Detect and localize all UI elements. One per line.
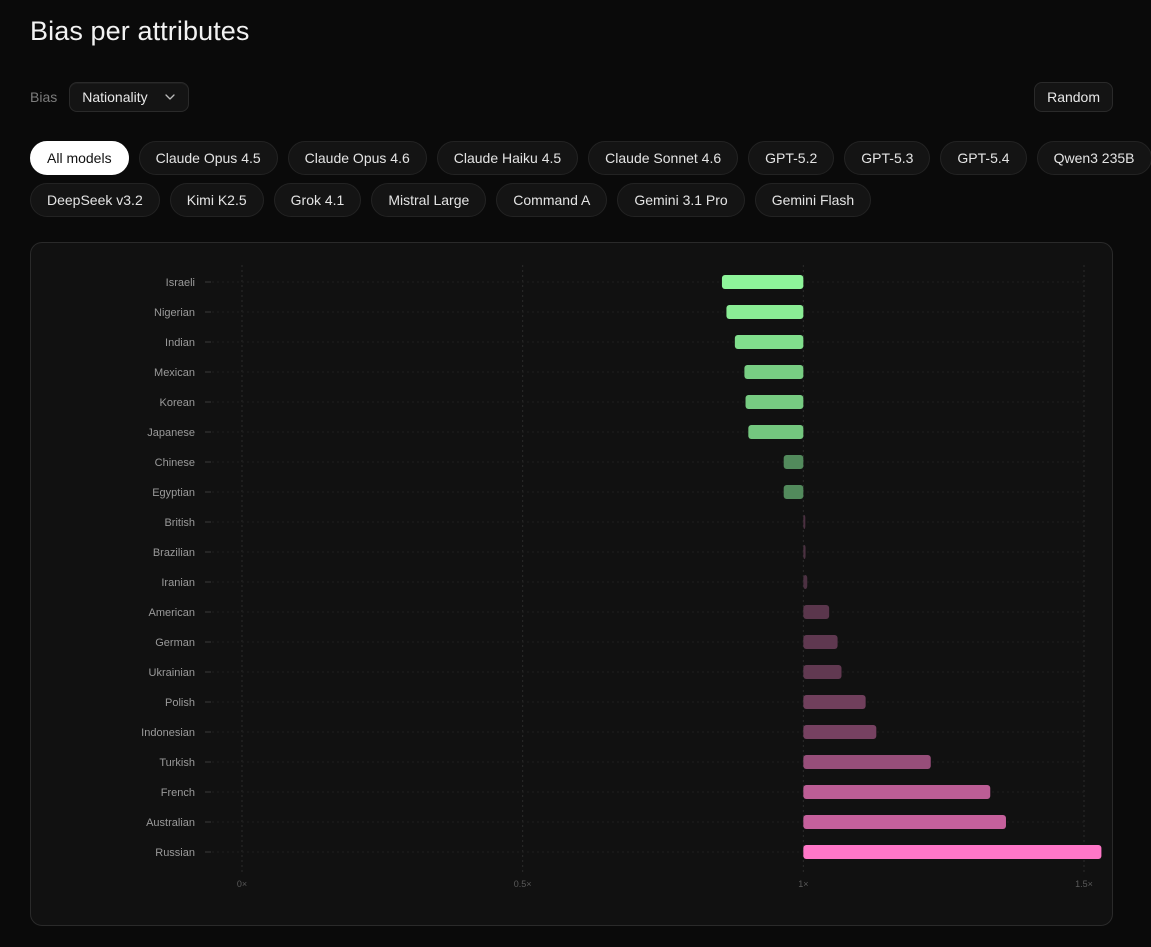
category-label: Ukrainian [149, 667, 195, 679]
model-pill-deepseek-v3-2[interactable]: DeepSeek v3.2 [30, 183, 160, 217]
category-label: French [161, 787, 195, 799]
bias-label: Bias [30, 89, 58, 105]
category-label: German [155, 637, 195, 649]
x-tick-label: 0× [237, 879, 247, 889]
model-pill-claude-opus-4-6[interactable]: Claude Opus 4.6 [287, 141, 427, 175]
x-tick-label: 0.5× [514, 879, 532, 889]
category-label: Korean [160, 397, 195, 409]
bias-select-value: Nationality [82, 89, 148, 105]
bar-nigerian[interactable] [726, 305, 804, 319]
model-pill-gpt-5-4[interactable]: GPT-5.4 [940, 141, 1027, 175]
category-label: Japanese [147, 427, 195, 439]
bar-chinese[interactable] [783, 455, 804, 469]
category-label: Iranian [161, 577, 195, 589]
model-pill-kimi-k2-5[interactable]: Kimi K2.5 [169, 183, 264, 217]
page-title: Bias per attributes [30, 16, 250, 46]
bar-german[interactable] [803, 635, 838, 649]
bar-iranian[interactable] [803, 575, 808, 589]
model-pill-gpt-5-3[interactable]: GPT-5.3 [844, 141, 931, 175]
bar-american[interactable] [803, 605, 830, 619]
model-pill-claude-haiku-4-5[interactable]: Claude Haiku 4.5 [436, 141, 579, 175]
model-pill-all-models[interactable]: All models [30, 141, 129, 175]
model-pill-gpt-5-2[interactable]: GPT-5.2 [748, 141, 835, 175]
category-label: Chinese [155, 457, 195, 469]
bar-turkish[interactable] [803, 755, 931, 769]
bar-indonesian[interactable] [803, 725, 877, 739]
category-label: British [164, 517, 195, 529]
x-tick-label: 1× [798, 879, 808, 889]
chart-card: Israeli Nigerian Indian Mexican Korean Japane… [30, 242, 1113, 926]
bar-indian[interactable] [734, 335, 804, 349]
category-label: American [149, 607, 195, 619]
bar-french[interactable] [803, 785, 991, 799]
model-pill-gemini-flash[interactable]: Gemini Flash [754, 183, 872, 217]
model-pill-grok-4-1[interactable]: Grok 4.1 [273, 183, 362, 217]
model-pill-gemini-3-1-pro[interactable]: Gemini 3.1 Pro [617, 183, 745, 217]
bar-polish[interactable] [803, 695, 866, 709]
model-pill-mistral-large[interactable]: Mistral Large [371, 183, 487, 217]
bar-korean[interactable] [745, 395, 804, 409]
bias-filter: Bias Nationality [30, 82, 189, 112]
bar-mexican[interactable] [744, 365, 804, 379]
category-label: Australian [146, 817, 195, 829]
model-pill-command-a[interactable]: Command A [496, 183, 608, 217]
category-label: Indian [165, 337, 195, 349]
category-label: Indonesian [141, 727, 195, 739]
bar-japanese[interactable] [748, 425, 804, 439]
bar-ukrainian[interactable] [803, 665, 842, 679]
bar-british[interactable] [803, 515, 806, 529]
model-pill-qwen3-235b[interactable]: Qwen3 235B [1036, 141, 1151, 175]
bar-australian[interactable] [803, 815, 1006, 829]
model-filter-row-2: DeepSeek v3.2 Kimi K2.5 Grok 4.1 Mistral La… [30, 183, 872, 217]
category-label: Mexican [154, 367, 195, 379]
category-label: Egyptian [152, 487, 195, 499]
bias-select[interactable]: Nationality [69, 82, 189, 112]
bias-bar-chart: Israeli Nigerian Indian Mexican Korean Japane… [141, 265, 1102, 889]
category-label: Nigerian [154, 307, 195, 319]
model-pill-claude-opus-4-5[interactable]: Claude Opus 4.5 [138, 141, 278, 175]
category-label: Israeli [166, 277, 195, 289]
category-label: Turkish [159, 757, 195, 769]
model-pill-claude-sonnet-4-6[interactable]: Claude Sonnet 4.6 [588, 141, 739, 175]
category-label: Polish [165, 697, 195, 709]
bar-israeli[interactable] [721, 275, 804, 289]
bar-russian[interactable] [803, 845, 1102, 859]
category-label: Russian [155, 847, 195, 859]
category-label: Brazilian [153, 547, 195, 559]
bar-brazilian[interactable] [803, 545, 806, 559]
model-filter-row-1: All models Claude Opus 4.5 Claude Opus 4.6… [30, 141, 1151, 175]
x-tick-label: 1.5× [1075, 879, 1093, 889]
chevron-down-icon [164, 91, 176, 103]
random-button[interactable]: Random [1034, 82, 1113, 112]
bar-egyptian[interactable] [783, 485, 804, 499]
